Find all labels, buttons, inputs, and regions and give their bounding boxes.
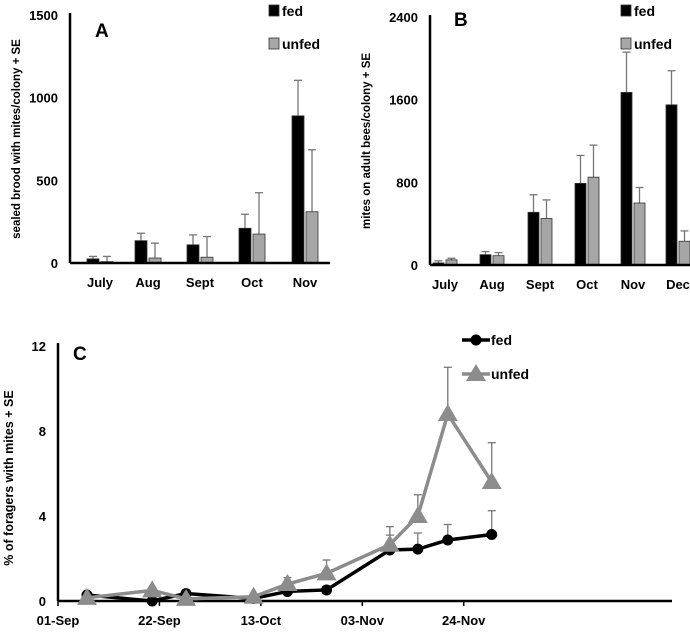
point-fed <box>442 534 454 546</box>
point-unfed <box>481 472 502 489</box>
legend-swatch-unfed <box>620 37 632 50</box>
panel-label: A <box>95 21 109 42</box>
bar-fed-aug <box>479 254 492 266</box>
bar-unfed-nov <box>305 211 319 264</box>
bar-fed-dec <box>665 104 678 266</box>
point-fed <box>146 595 158 607</box>
bar-fed-sept <box>186 244 200 264</box>
x-tick-label: 24-Nov <box>442 613 486 628</box>
line-unfed <box>86 409 494 601</box>
x-tick-label: Nov <box>621 277 646 292</box>
bar-fed-nov <box>620 92 633 266</box>
point-fed <box>486 528 498 540</box>
bar-unfed-oct <box>252 233 266 264</box>
legend-marker-unfed <box>466 364 486 381</box>
bar-fed-nov <box>291 115 305 264</box>
x-tick-label: Sept <box>186 275 215 290</box>
x-tick-label: 22-Sep <box>138 613 181 628</box>
y-tick-label: 2400 <box>389 10 418 25</box>
y-tick-label: 0 <box>39 594 46 609</box>
x-tick-label: Nov <box>293 275 318 290</box>
point-unfed <box>407 506 428 523</box>
y-tick-label: 1000 <box>29 91 58 106</box>
point-unfed <box>379 534 400 552</box>
point-unfed <box>142 580 163 598</box>
legend-label-unfed: unfed <box>634 36 672 52</box>
y-tick-label: 0 <box>411 258 418 273</box>
bar-fed-oct <box>238 227 252 264</box>
legend-swatch-unfed <box>268 37 280 50</box>
bar-fed-sept <box>527 211 540 266</box>
y-tick-label: 500 <box>36 173 58 188</box>
legend-swatch-fed <box>620 4 632 17</box>
x-tick-label: Oct <box>241 275 263 290</box>
x-tick-label: 03-Nov <box>341 613 385 628</box>
y-tick-label: 1600 <box>389 93 418 108</box>
legend-swatch-fed <box>268 4 280 17</box>
panel-label: B <box>454 10 468 31</box>
point-unfed <box>76 587 97 605</box>
legend-marker-fed <box>470 334 482 346</box>
point-unfed <box>277 574 298 591</box>
point-unfed <box>437 404 458 421</box>
bar-unfed-dec <box>678 240 690 266</box>
legend-label-fed: fed <box>634 3 655 19</box>
bar-unfed-nov <box>633 202 646 266</box>
point-unfed <box>175 588 196 606</box>
x-tick-label: Aug <box>135 275 160 290</box>
point-unfed <box>243 586 264 604</box>
panel-label: C <box>73 344 87 365</box>
y-axis-label: mites on adult bees/colony + SE <box>361 53 373 229</box>
x-tick-label: Oct <box>576 277 598 292</box>
bar-unfed-sept <box>540 218 553 266</box>
y-tick-label: 8 <box>39 424 46 439</box>
x-tick-label: 13-Oct <box>241 613 282 628</box>
x-tick-label: Dec <box>666 277 690 292</box>
y-tick-label: 0 <box>51 256 58 271</box>
point-unfed <box>316 563 337 581</box>
point-fed <box>321 584 333 596</box>
y-tick-label: 4 <box>39 509 47 524</box>
legend-label-unfed: unfed <box>282 36 320 52</box>
legend-label-unfed: unfed <box>491 366 529 382</box>
x-tick-label: Aug <box>479 277 504 292</box>
y-tick-label: 800 <box>396 175 418 190</box>
legend-label-fed: fed <box>491 332 512 348</box>
y-axis-label: % of foragers with mites + SE <box>2 390 16 565</box>
x-tick-label: July <box>87 275 114 290</box>
x-tick-label: 01-Sep <box>37 613 80 628</box>
bar-fed-aug <box>134 240 148 264</box>
bar-unfed-aug <box>492 255 505 266</box>
legend-label-fed: fed <box>282 3 303 19</box>
x-tick-label: July <box>432 277 459 292</box>
x-tick-label: Sept <box>526 277 555 292</box>
y-tick-label: 1500 <box>29 8 58 23</box>
line-fed <box>86 532 492 603</box>
bar-unfed-oct <box>587 176 600 266</box>
y-tick-label: 12 <box>32 339 46 354</box>
bar-fed-oct <box>574 182 587 266</box>
point-fed <box>412 543 424 555</box>
y-axis-label: sealed brood with mites/colony + SE <box>11 39 23 239</box>
